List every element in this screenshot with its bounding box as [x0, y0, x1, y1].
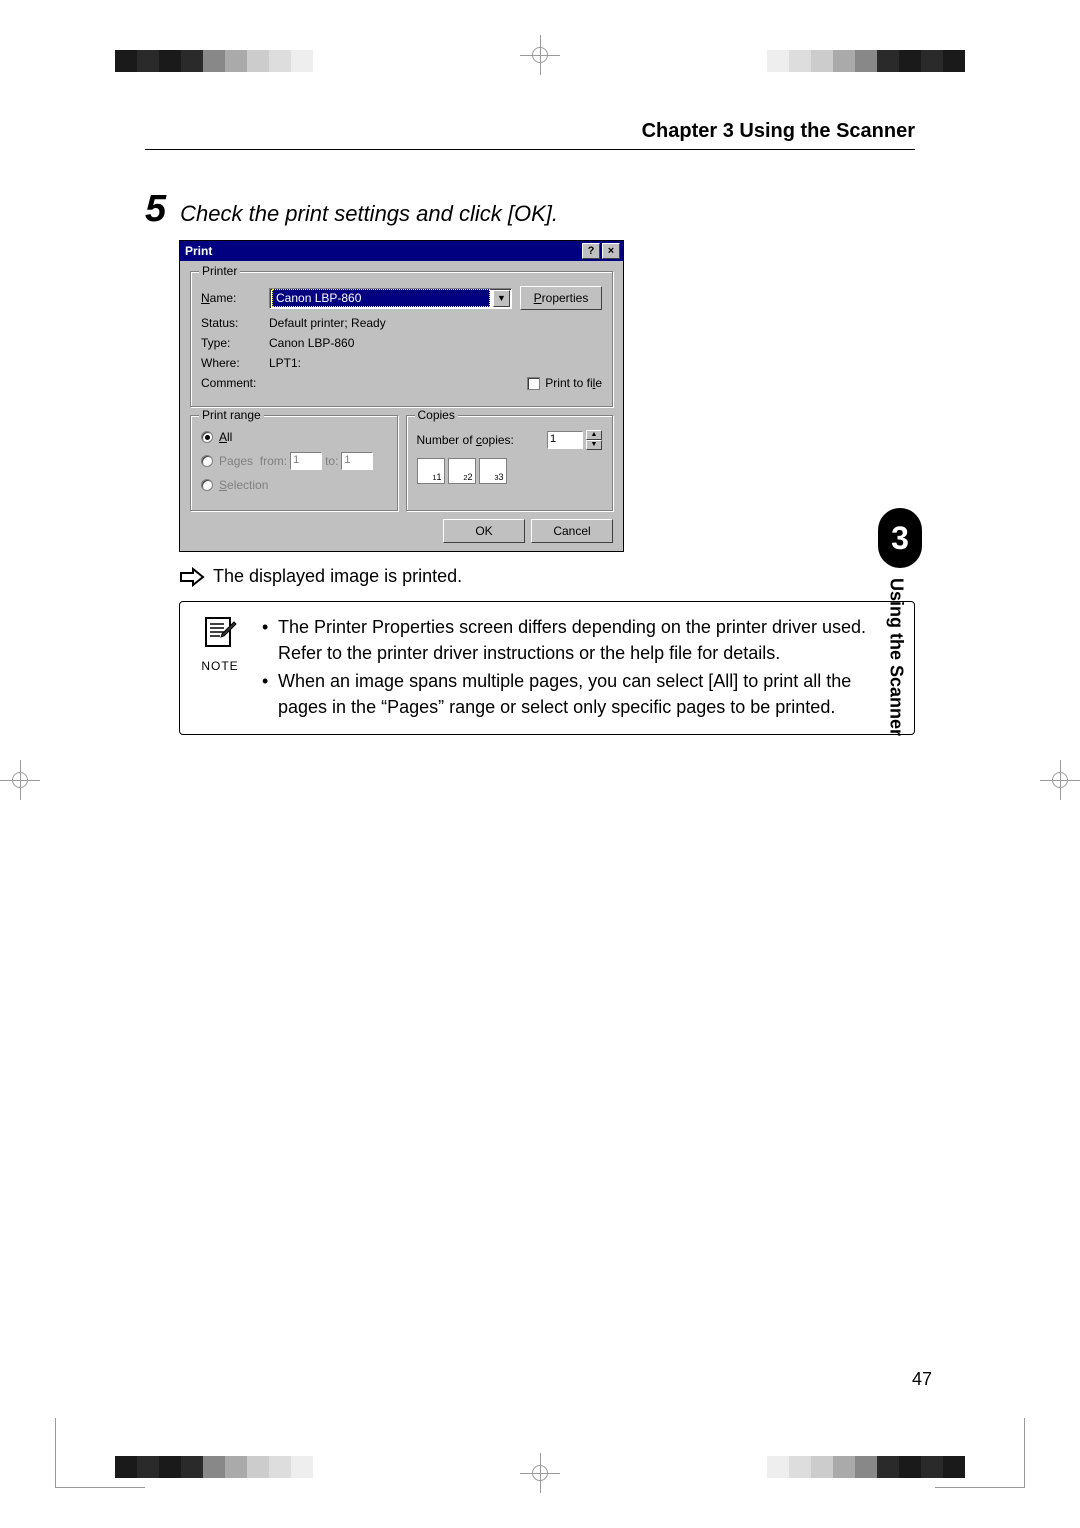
copies-label: Number of copies: — [417, 433, 514, 447]
group-title: Copies — [415, 408, 458, 422]
type-label: Type: — [201, 336, 269, 350]
radio-pages-label: Pages — [219, 454, 253, 468]
result-text: The displayed image is printed. — [213, 566, 462, 587]
crosshair-mark — [1040, 760, 1080, 800]
registration-mark — [767, 1456, 965, 1478]
step-title: Check the print settings and click [OK]. — [180, 201, 558, 227]
arrow-icon — [179, 567, 205, 587]
comment-label: Comment: — [201, 376, 269, 390]
to-input[interactable]: 1 — [341, 452, 373, 470]
dialog-title: Print — [183, 244, 580, 258]
step-heading: 5 Check the print settings and click [OK… — [145, 190, 915, 228]
crosshair-mark — [0, 760, 40, 800]
status-label: Status: — [201, 316, 269, 330]
radio-all[interactable] — [201, 431, 213, 443]
printer-combo[interactable]: Canon LBP-860 ▼ — [269, 288, 512, 309]
where-label: Where: — [201, 356, 269, 370]
printer-group: Printer Name: Canon LBP-860 ▼ Properties… — [190, 271, 613, 407]
radio-pages[interactable] — [201, 455, 213, 467]
ok-button[interactable]: OK — [443, 519, 525, 543]
group-title: Printer — [199, 264, 240, 278]
radio-selection — [201, 479, 213, 491]
result-row: The displayed image is printed. — [179, 566, 915, 587]
print-to-file-label: Print to file — [545, 376, 602, 390]
copies-spinner[interactable]: ▲▼ — [586, 430, 602, 450]
print-range-group: Print range All Pages from: 1 to: 1 — [190, 415, 398, 511]
side-tab: 3 Using the Scanner — [877, 508, 915, 736]
print-to-file-checkbox[interactable] — [527, 377, 540, 390]
printer-selected: Canon LBP-860 — [272, 289, 490, 307]
note-body: The Printer Properties screen differs de… — [262, 614, 898, 722]
page-number: 47 — [912, 1369, 932, 1390]
type-value: Canon LBP-860 — [269, 336, 354, 350]
where-value: LPT1: — [269, 356, 301, 370]
registration-mark — [767, 50, 965, 72]
status-value: Default printer; Ready — [269, 316, 386, 330]
note-bullet: When an image spans multiple pages, you … — [262, 668, 898, 720]
chapter-header: Chapter 3 Using the Scanner — [145, 120, 915, 150]
print-dialog: Print ? × Printer Name: Canon LBP-860 ▼ … — [179, 240, 624, 552]
registration-mark — [115, 50, 313, 72]
crosshair-mark — [520, 1453, 560, 1493]
radio-selection-label: Selection — [219, 478, 268, 492]
radio-all-label: All — [219, 430, 232, 444]
from-input[interactable]: 1 — [290, 452, 322, 470]
combo-arrow-icon[interactable]: ▼ — [493, 290, 510, 307]
help-button[interactable]: ? — [582, 243, 600, 259]
from-label: from: — [260, 454, 287, 468]
copies-input[interactable]: 1 — [547, 431, 583, 449]
copies-group: Copies Number of copies: 1 ▲▼ 11 22 33 — [406, 415, 614, 511]
note-label: NOTE — [196, 659, 244, 673]
to-label: to: — [325, 454, 338, 468]
cancel-button[interactable]: Cancel — [531, 519, 613, 543]
note-bullet: The Printer Properties screen differs de… — [262, 614, 898, 666]
step-number: 5 — [145, 190, 166, 228]
properties-button[interactable]: Properties — [520, 286, 602, 310]
chapter-tab-text: Using the Scanner — [886, 578, 907, 736]
note-box: NOTE The Printer Properties screen diffe… — [179, 601, 915, 735]
name-label: Name: — [201, 291, 269, 305]
chapter-badge: 3 — [878, 508, 922, 568]
group-title: Print range — [199, 408, 264, 422]
note-icon — [202, 614, 238, 650]
crosshair-mark — [520, 35, 560, 75]
registration-mark — [115, 1456, 313, 1478]
close-button[interactable]: × — [602, 243, 620, 259]
collate-preview: 11 22 33 — [417, 458, 603, 484]
dialog-titlebar: Print ? × — [180, 241, 623, 261]
